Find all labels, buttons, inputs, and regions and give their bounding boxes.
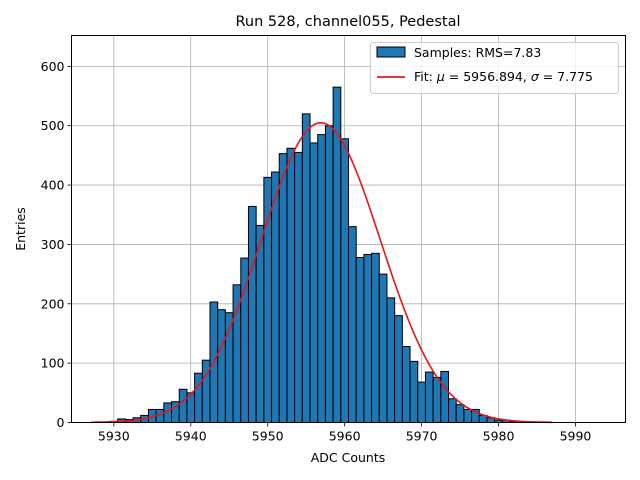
- histogram-bar: [178, 388, 188, 424]
- legend: Samples: RMS=7.83 Fit: μ = 5956.894, σ =…: [370, 42, 619, 94]
- legend-box: [370, 42, 619, 94]
- histogram-bar: [386, 297, 396, 423]
- y-tick-label: 600: [41, 59, 65, 74]
- y-tick-label: 500: [41, 118, 65, 133]
- histogram-bar: [363, 254, 373, 423]
- histogram-bar: [401, 346, 411, 423]
- x-tick-label: 5950: [252, 429, 284, 444]
- histogram-bar: [286, 147, 296, 424]
- x-tick-label: 5990: [560, 429, 592, 444]
- histogram-bar: [448, 398, 457, 423]
- histogram-bar: [255, 224, 265, 423]
- histogram-bar: [317, 134, 326, 423]
- y-tick-label: 100: [41, 356, 65, 371]
- x-tick-label: 5980: [483, 429, 515, 444]
- histogram-bar: [432, 376, 442, 423]
- histogram-bar: [355, 256, 365, 423]
- x-tick-label: 5940: [175, 429, 207, 444]
- x-tick-label: 5970: [406, 429, 438, 444]
- x-axis-ticks: 5930 5940 5950 5960 5970 5980 5990: [98, 422, 592, 444]
- histogram-bar: [409, 360, 419, 423]
- histogram-bar: [440, 370, 450, 423]
- histogram-bar: [309, 142, 319, 423]
- y-tick-label: 200: [41, 296, 65, 311]
- x-tick-label: 5930: [98, 429, 130, 444]
- histogram-bar: [394, 315, 403, 424]
- chart-title: Run 528, channel055, Pedestal: [235, 14, 460, 30]
- histogram-bar: [217, 309, 226, 424]
- histogram-bar: [424, 371, 434, 423]
- y-tick-label: 300: [41, 237, 65, 252]
- histogram-bar: [378, 273, 388, 424]
- histogram-bar: [271, 171, 280, 423]
- histogram-bar: [340, 138, 349, 423]
- y-tick-label: 0: [57, 415, 65, 430]
- x-tick-label: 5960: [329, 429, 361, 444]
- histogram-bar: [247, 205, 257, 423]
- histogram-bar: [232, 284, 242, 423]
- histogram-bar: [463, 408, 473, 423]
- histogram-bar: [294, 151, 303, 424]
- histogram-bar: [455, 404, 465, 423]
- plot-frame: [71, 35, 626, 423]
- y-axis-label: Entries: [13, 207, 28, 251]
- y-axis-ticks: 0 100 200 300 400 500 600: [41, 59, 72, 430]
- histogram-bar: [324, 125, 334, 423]
- y-tick-label: 400: [41, 178, 65, 193]
- histogram-bar: [417, 381, 426, 423]
- histogram-bar: [278, 153, 288, 423]
- x-axis-label: ADC Counts: [311, 450, 386, 465]
- fit-curve: [90, 121, 553, 424]
- histogram-bar: [371, 252, 380, 423]
- histogram-bars: [94, 86, 550, 424]
- histogram-bar: [348, 226, 357, 423]
- legend-fit-label: Fit: μ = 5956.894, σ = 7.775: [414, 69, 593, 84]
- legend-histogram-swatch: [376, 46, 406, 58]
- legend-histogram-label: Samples: RMS=7.83: [414, 45, 541, 60]
- histogram-bar: [301, 113, 311, 423]
